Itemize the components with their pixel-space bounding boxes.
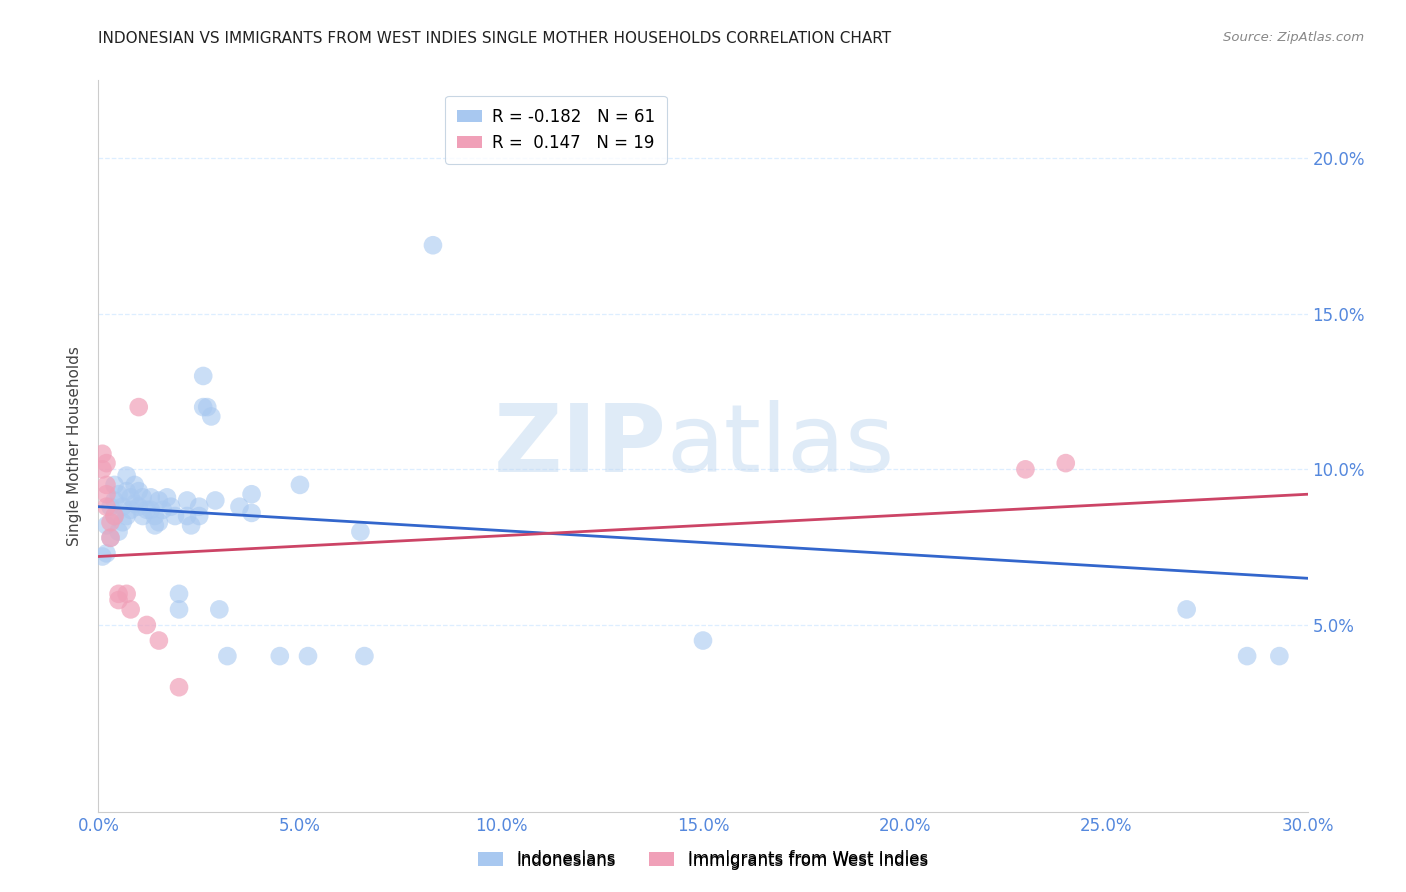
Text: atlas: atlas (666, 400, 896, 492)
Point (107, 487, 129, 501)
Point (692, 633, 714, 648)
Point (193, 400, 215, 414)
Point (103, 478, 125, 492)
Point (180, 518, 202, 533)
Point (349, 524, 371, 539)
Point (124, 497, 146, 511)
Point (96, 456, 118, 470)
Legend: Indonesians, Immigrants from West Indies: Indonesians, Immigrants from West Indies (471, 844, 935, 875)
Point (103, 493, 125, 508)
Point (107, 593, 129, 607)
Point (217, 649, 239, 664)
Point (115, 509, 138, 524)
Point (188, 509, 211, 524)
Point (204, 493, 226, 508)
Point (188, 500, 211, 514)
Point (167, 602, 190, 616)
Point (139, 491, 162, 505)
Point (193, 368, 215, 383)
Point (115, 468, 138, 483)
Text: INDONESIAN VS IMMIGRANTS FROM WEST INDIES SINGLE MOTHER HOUSEHOLDS CORRELATION C: INDONESIAN VS IMMIGRANTS FROM WEST INDIE… (98, 31, 891, 46)
Point (100, 500, 122, 514)
Y-axis label: Single Mother Households: Single Mother Households (67, 346, 83, 546)
Point (160, 500, 183, 514)
Point (132, 509, 155, 524)
Point (1054, 456, 1077, 470)
Point (135, 618, 157, 632)
Point (163, 509, 186, 524)
Point (176, 493, 198, 508)
Point (143, 518, 166, 533)
Point (91, 447, 114, 461)
Point (111, 515, 134, 529)
Point (132, 491, 155, 505)
Point (100, 515, 122, 529)
Point (135, 503, 157, 517)
Point (100, 531, 122, 545)
Point (200, 409, 222, 424)
Text: Source: ZipAtlas.com: Source: ZipAtlas.com (1223, 31, 1364, 45)
Point (115, 484, 138, 499)
Point (240, 487, 263, 501)
Point (103, 509, 125, 524)
Point (120, 602, 142, 616)
Point (128, 400, 150, 414)
Point (143, 509, 166, 524)
Point (1268, 649, 1291, 664)
Point (297, 649, 319, 664)
Point (107, 587, 129, 601)
Point (100, 531, 122, 545)
Point (1175, 602, 1198, 616)
Point (91, 462, 114, 476)
Point (96, 478, 118, 492)
Point (148, 493, 170, 508)
Point (156, 491, 179, 505)
Point (353, 649, 375, 664)
Point (288, 478, 311, 492)
Point (148, 633, 170, 648)
Point (176, 509, 198, 524)
Legend: Indonesians, Immigrants from West Indies: Indonesians, Immigrants from West Indies (471, 846, 935, 877)
Point (103, 509, 125, 524)
Point (96, 500, 118, 514)
Point (111, 500, 134, 514)
Point (91, 549, 114, 564)
Point (96, 518, 118, 533)
Point (167, 587, 190, 601)
Point (120, 491, 142, 505)
Point (269, 649, 291, 664)
Point (228, 500, 250, 514)
Point (120, 503, 142, 517)
Point (107, 524, 129, 539)
Point (139, 503, 162, 517)
Point (240, 506, 263, 520)
Point (96, 487, 118, 501)
Point (1236, 649, 1258, 664)
Point (208, 602, 231, 616)
Point (195, 400, 218, 414)
Point (115, 587, 138, 601)
Text: ZIP: ZIP (494, 400, 666, 492)
Point (167, 680, 190, 694)
Point (1014, 462, 1036, 476)
Point (128, 500, 150, 514)
Point (422, 238, 444, 252)
Point (96, 546, 118, 560)
Point (124, 478, 146, 492)
Point (152, 503, 174, 517)
Point (148, 515, 170, 529)
Point (128, 484, 150, 499)
